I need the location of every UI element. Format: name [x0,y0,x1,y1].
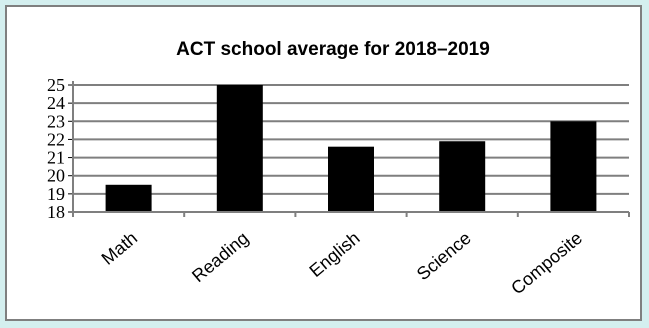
y-tick-label: 22 [47,129,65,149]
chart-title: ACT school average for 2018–2019 [176,39,490,60]
y-tick-label: 23 [47,111,65,131]
bar-english [328,146,374,212]
y-tick-label: 19 [47,184,65,204]
axes [68,81,630,217]
x-tick-label: English [305,228,363,281]
bars [105,85,597,212]
bar-composite [550,121,597,212]
y-tick-label: 25 [47,75,65,95]
bar-science [439,141,486,212]
x-tick-label: Science [413,228,475,284]
y-tick-label: 21 [47,148,65,168]
x-axis-ticks: Math Reading English Science Composite [98,228,586,299]
chart-svg: ACT school average for 2018–2019 1819202… [47,39,630,299]
x-tick-label: Math [98,228,142,269]
x-tick-label: Composite [507,228,586,299]
bar-reading [216,85,263,212]
y-tick-label: 24 [47,93,65,113]
y-tick-label: 18 [47,202,65,222]
x-tick-label: Reading [188,228,252,286]
y-tick-label: 20 [47,166,65,186]
chart-frame: ACT school average for 2018–2019 18 19 20 2… [5,5,642,321]
bar-math [105,184,152,212]
